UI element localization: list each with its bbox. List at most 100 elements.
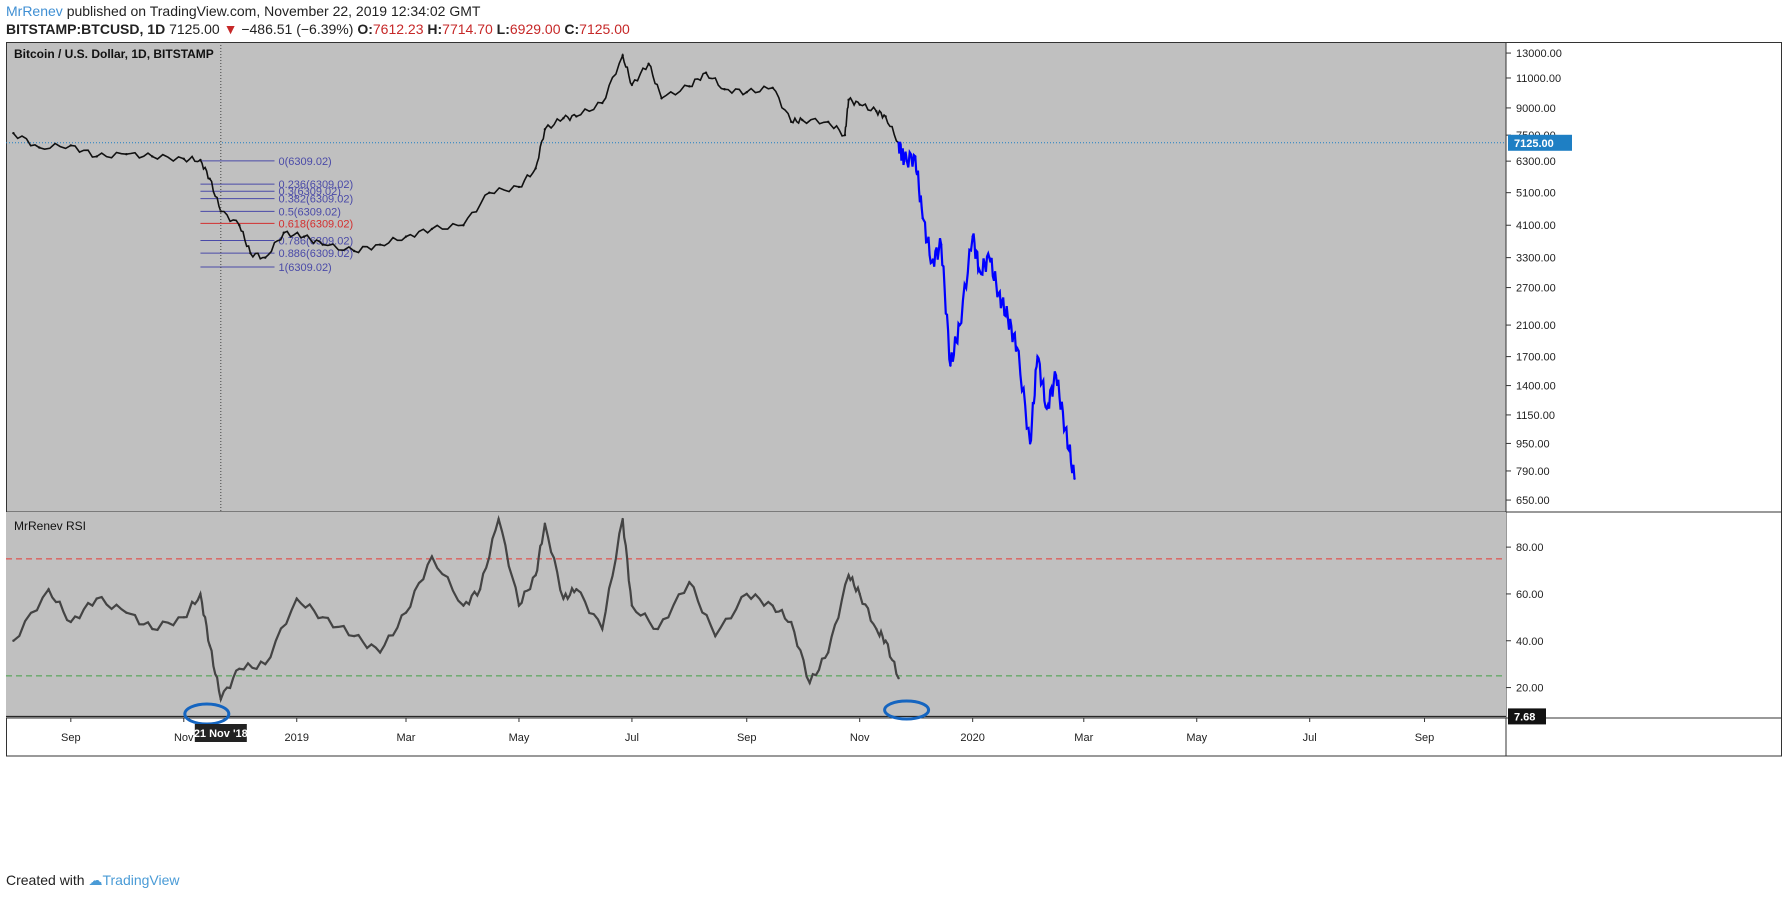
price-point (723, 88, 726, 91)
fib-level-label: 0.618(6309.02) (279, 218, 354, 230)
chart-border (6, 42, 1782, 757)
x-tick-label: Mar (1074, 732, 1093, 744)
rsi-point (430, 555, 434, 558)
price-point (543, 128, 547, 131)
rsi-point (219, 698, 223, 701)
rsi-point (95, 597, 98, 600)
projection-point (1028, 442, 1032, 445)
projection-point (997, 292, 1000, 295)
rsi-point (125, 611, 128, 614)
rsi-point (656, 627, 660, 631)
projection-point (914, 155, 917, 158)
created-with-text: Created with (6, 872, 85, 888)
price-point (745, 91, 748, 94)
last-price-label: 7125.00 (1514, 138, 1554, 150)
x-tick-label: Sep (737, 732, 757, 744)
rsi-point (404, 611, 408, 614)
rsi-last-badge (1508, 708, 1546, 725)
price-tick-label: 3300.00 (1516, 253, 1556, 265)
projection-point (902, 159, 906, 163)
rsi-tick-label: 40.00 (1516, 636, 1544, 648)
projection-point (1045, 407, 1048, 410)
rsi-point (562, 597, 565, 600)
price-tick-label: 1400.00 (1516, 381, 1556, 393)
fib-level-label: 1(6309.02) (279, 262, 332, 274)
fib-level-label: 0.236(6309.02) (279, 179, 354, 191)
x-axis[interactable]: Sep Nov 2019 Mar May Jul Sep Nov 2020 Mar May Jul Se… (61, 718, 1434, 744)
rsi-chart-title: MrRenev RSI (14, 519, 86, 533)
price-tick-label: 2100.00 (1516, 320, 1556, 332)
rsi-point (462, 604, 465, 607)
author-link[interactable]: MrRenev (6, 3, 63, 19)
x-tick-label: May (1186, 732, 1207, 744)
price-point (827, 120, 830, 124)
rsi-point (827, 651, 830, 654)
x-tick-label: Jul (1303, 732, 1317, 744)
price-tick-label: 11000.00 (1516, 73, 1561, 85)
footer: Created with ☁TradingView (6, 872, 180, 889)
price-point (378, 243, 382, 246)
price-point (208, 177, 211, 180)
rsi-point (771, 604, 774, 607)
rsi-point (478, 588, 482, 591)
x-tick-label: Sep (1415, 732, 1435, 744)
rsi-point (497, 517, 500, 521)
rsi-point (378, 651, 382, 654)
price-point (404, 235, 408, 238)
tradingview-logo-icon[interactable]: ☁ (88, 872, 103, 888)
symbol-name: BITSTAMP:BTCUSD, 1D (6, 21, 166, 37)
price-tick-label: 6300.00 (1516, 156, 1556, 168)
price-point (875, 110, 878, 113)
price-point (801, 118, 804, 122)
price-point (562, 117, 565, 120)
open-label: O: (357, 21, 373, 37)
price-point (884, 115, 887, 118)
projection-point (897, 141, 900, 144)
projection-point (971, 235, 974, 238)
price-point (601, 101, 604, 105)
price-tick-label: 790.00 (1516, 466, 1550, 478)
last-price: 7125.00 (169, 21, 220, 37)
price-point (219, 210, 223, 213)
chart-frame[interactable]: Bitcoin / U.S. Dollar, 1D, BITSTAMP 13000… (6, 42, 1782, 862)
low-label: L: (496, 21, 510, 37)
price-tick-label: 13000.00 (1516, 48, 1562, 60)
price-tick-label: 650.00 (1516, 495, 1550, 507)
projection-point (939, 243, 943, 246)
price-point (462, 224, 465, 227)
price-point (575, 115, 578, 118)
fib-level-label: 0.3(6309.02) (279, 186, 341, 198)
x-tick-label: Mar (397, 732, 416, 744)
price-tick-label: 1150.00 (1516, 410, 1555, 422)
projection-point (1064, 427, 1067, 430)
rsi-point (321, 616, 324, 619)
tradingview-link[interactable]: TradingView (102, 872, 180, 888)
rsi-point (47, 588, 50, 591)
projection-point (978, 270, 982, 274)
price-point (621, 54, 624, 57)
price-point (858, 103, 861, 106)
highlight-circle-icon (883, 699, 931, 721)
rsi-tick-label: 80.00 (1516, 542, 1544, 554)
price-point (12, 131, 15, 135)
x-tick-label: Nov (850, 732, 870, 744)
projection-point (930, 261, 934, 264)
price-point (352, 249, 356, 253)
price-tick-label: 1700.00 (1516, 352, 1556, 364)
price-point (430, 227, 434, 231)
x-tick-label: 2020 (960, 732, 984, 744)
rsi-last-label: 7.68 (1514, 711, 1535, 723)
close-value: 7125.00 (579, 21, 630, 37)
rsi-point (688, 581, 691, 584)
price-tick-label: 9000.00 (1516, 103, 1556, 115)
rsi-point (12, 639, 15, 642)
rsi-pane[interactable]: MrRenev RSI 80.00 60.00 40.00 20.00 7.68 (6, 512, 1782, 726)
crosshair-date-badge (194, 724, 247, 742)
rsi-point (884, 639, 887, 642)
fib-level-label: 0.5(6309.02) (279, 206, 341, 218)
crosshair-date-label: 21 Nov '18 (194, 728, 248, 740)
price-pane[interactable]: Bitcoin / U.S. Dollar, 1D, BITSTAMP 13000… (6, 42, 1782, 757)
price-point (771, 86, 774, 89)
rsi-point (151, 627, 154, 631)
rsi-point (264, 662, 267, 666)
